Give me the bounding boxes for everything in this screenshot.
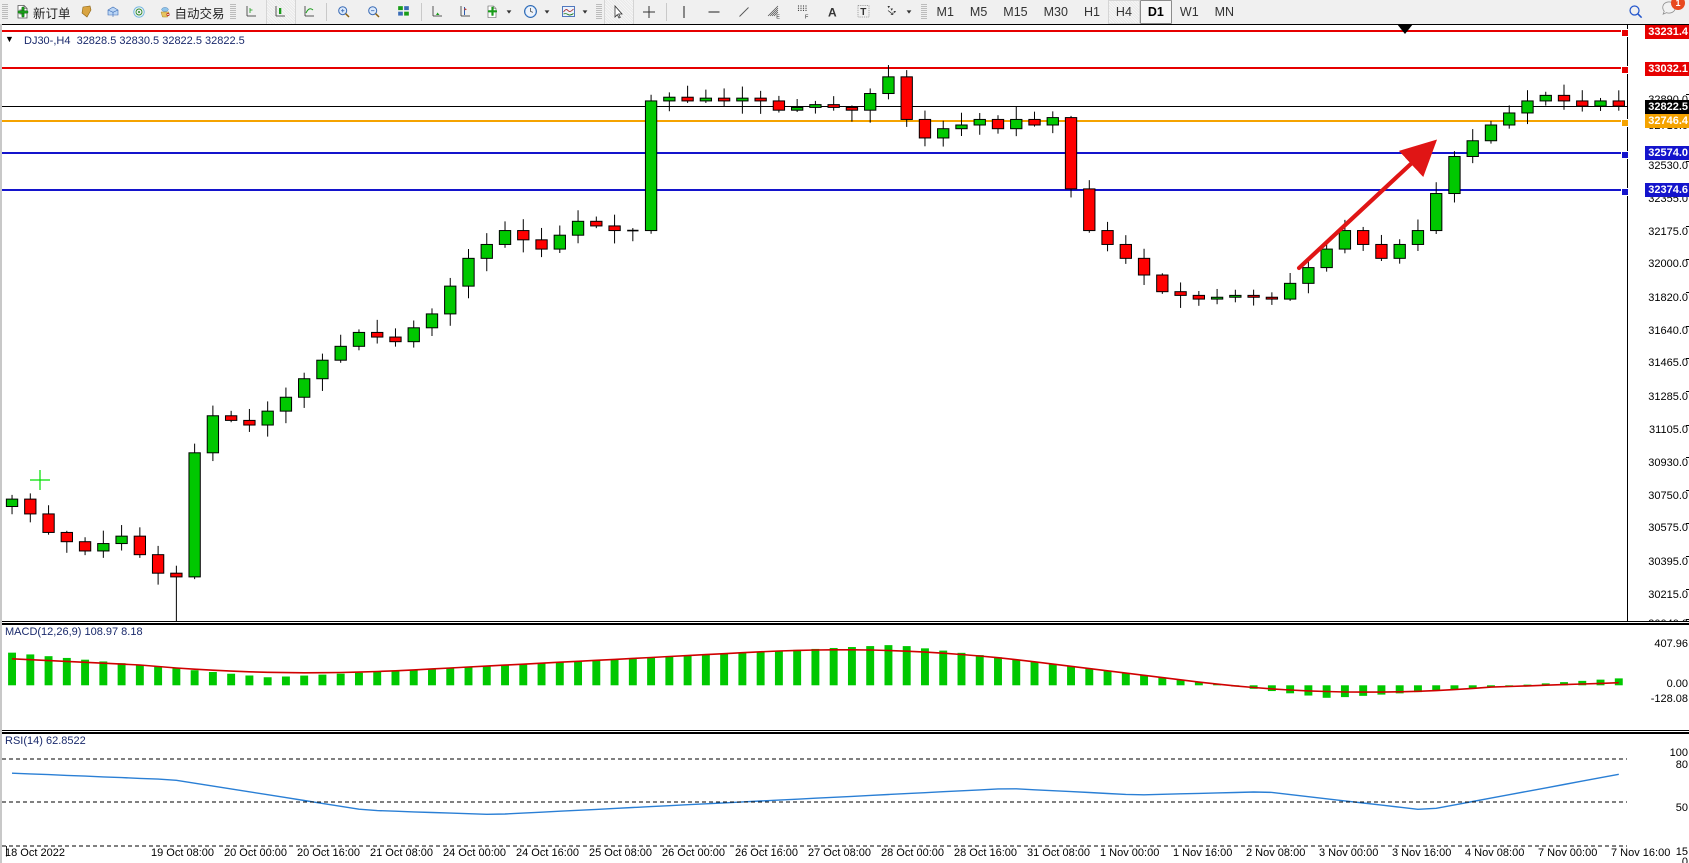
svg-text:F: F — [805, 14, 809, 20]
svg-text:A: A — [828, 6, 837, 20]
svg-text:E: E — [776, 14, 780, 20]
svg-text:T: T — [860, 7, 866, 18]
